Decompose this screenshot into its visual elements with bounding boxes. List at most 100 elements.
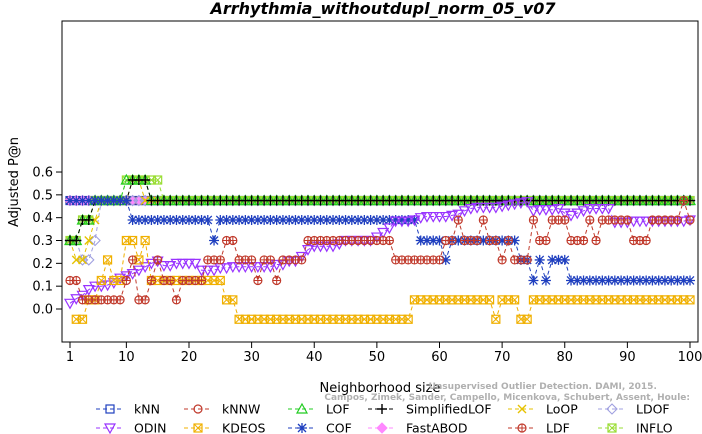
point-cof <box>252 214 263 225</box>
point-cof <box>234 214 245 225</box>
x-tick-label: 1 <box>66 350 74 365</box>
point-cof <box>434 235 445 246</box>
point-ldf <box>491 235 501 246</box>
series-line-ldf <box>70 198 691 302</box>
point-odin <box>301 245 314 256</box>
legend-item-ldof: LDOF <box>598 402 670 417</box>
point-inflo <box>153 175 163 185</box>
point-odin <box>577 206 590 218</box>
point-ldf <box>672 215 683 225</box>
y-axis: 0.0 0.1 0.2 0.3 0.4 0.5 0.6 <box>32 166 62 318</box>
point-odin <box>458 206 471 218</box>
point-cof <box>246 214 257 225</box>
point-odin <box>89 281 102 293</box>
point-cof <box>158 214 169 225</box>
point-ldf <box>115 295 125 305</box>
point-cof <box>121 195 132 206</box>
point-odin <box>539 205 552 216</box>
point-cof <box>96 195 107 206</box>
point-cof <box>346 214 357 225</box>
point-cof <box>152 214 163 225</box>
point-kdeos <box>484 295 495 305</box>
point-ldf <box>453 215 463 225</box>
point-odin <box>546 205 559 216</box>
point-ldf <box>541 235 551 246</box>
point-cof <box>497 235 508 246</box>
point-odin <box>164 261 177 272</box>
point-cof <box>127 214 138 225</box>
point-ldf <box>165 275 175 286</box>
point-kdeos <box>228 295 238 305</box>
point-ldf <box>153 255 163 265</box>
point-kdeos <box>96 275 106 286</box>
point-cof <box>190 214 201 225</box>
legend-item-simplifiedlof: SimplifiedLOF <box>368 402 492 417</box>
point-cof <box>553 254 564 265</box>
x-tick-label: 90 <box>619 350 636 365</box>
x-tick-label: 60 <box>431 350 448 365</box>
legend-marker-lof <box>295 402 309 414</box>
legend-item-inflo: INFLO <box>598 421 673 434</box>
point-cof <box>321 214 332 225</box>
point-cof <box>653 275 664 286</box>
point-cof <box>403 214 414 225</box>
legend-marker-inflo <box>607 423 617 433</box>
point-kdeos <box>403 314 413 324</box>
point-odin <box>82 284 95 296</box>
point-cof <box>140 214 151 225</box>
point-ldf <box>228 235 238 246</box>
legend-item-kdeos: KDEOS <box>184 421 266 434</box>
legend-marker-knnw <box>193 404 203 414</box>
legend-label-lof: LOF <box>326 402 350 417</box>
point-cof <box>603 275 614 286</box>
legend-marker-ldf <box>517 423 527 433</box>
point-cof <box>202 214 213 225</box>
point-ldf <box>622 215 632 225</box>
point-cof <box>165 214 176 225</box>
series-cof <box>65 195 695 286</box>
point-kdeos <box>77 314 88 324</box>
point-cof <box>616 275 627 286</box>
point-ldf <box>247 255 257 265</box>
point-ldf <box>297 255 307 265</box>
y-axis-label: Adjusted P@n <box>7 137 22 227</box>
point-cof <box>572 275 583 286</box>
point-odin <box>496 201 509 213</box>
legend-marker-fastabod <box>376 422 388 434</box>
y-tick-label: 0.1 <box>32 280 53 295</box>
point-odin <box>483 202 496 214</box>
point-cof <box>259 214 270 225</box>
point-cof <box>622 275 633 286</box>
legend-label-loop: LoOP <box>546 402 578 417</box>
point-cof <box>509 235 520 246</box>
x-tick-label: 20 <box>181 350 198 365</box>
point-ldf <box>503 235 513 246</box>
x-axis: 1 10 20 30 40 50 60 70 80 90 100 <box>66 342 702 365</box>
y-tick-label: 0.4 <box>32 211 53 226</box>
point-ldof <box>89 234 101 247</box>
series-line-ldof <box>70 200 690 261</box>
legend-label-inflo: INFLO <box>636 421 673 434</box>
point-kdeos <box>510 295 520 305</box>
point-odin <box>489 202 502 214</box>
legend-marker-ldof <box>606 403 618 415</box>
point-kdeos <box>128 235 138 246</box>
point-cof <box>83 195 94 206</box>
legend-item-knnw: kNNW <box>184 402 260 417</box>
point-odin <box>157 261 170 272</box>
point-odin <box>220 263 233 275</box>
point-cof <box>90 195 101 206</box>
x-axis-label: Neighborhood size <box>320 381 441 396</box>
point-odin <box>533 205 546 216</box>
point-ldf <box>272 275 282 286</box>
chart-title: Arrhythmia_withoutdupl_norm_05_v07 <box>209 0 557 18</box>
y-tick-label: 0.0 <box>32 303 53 318</box>
point-loop <box>78 255 88 265</box>
point-odin <box>201 265 214 277</box>
point-cof <box>115 195 126 206</box>
point-cof <box>240 214 251 225</box>
point-kdeos <box>140 235 150 246</box>
point-simplifiedlof <box>71 235 82 246</box>
point-cof <box>340 214 351 225</box>
